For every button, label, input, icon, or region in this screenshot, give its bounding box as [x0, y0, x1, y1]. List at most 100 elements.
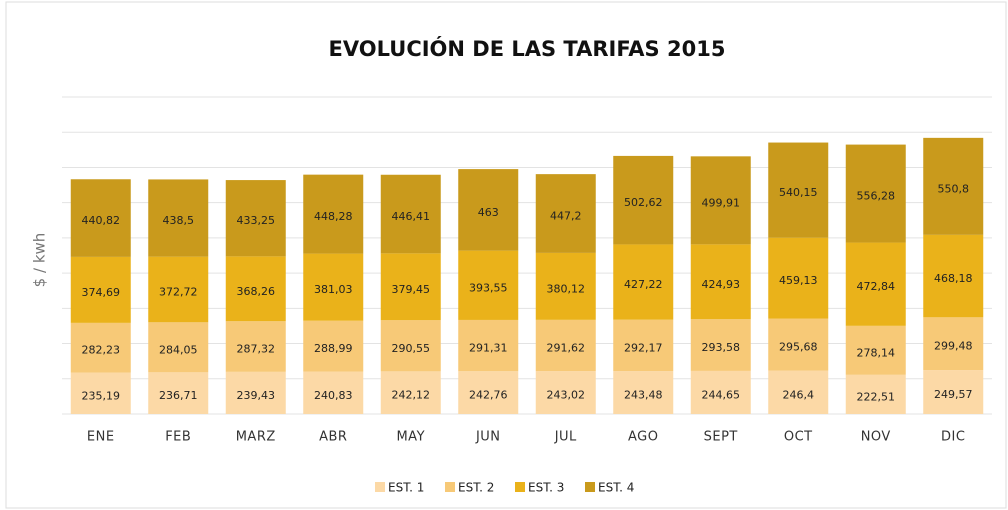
- data-label: 236,71: [159, 389, 198, 402]
- bar-segment: [70, 372, 131, 414]
- data-label: 291,62: [547, 342, 586, 355]
- data-label: 235,19: [82, 389, 121, 402]
- bar-segment: [768, 318, 829, 371]
- legend-swatch: [515, 482, 525, 492]
- data-label: 446,41: [392, 210, 431, 223]
- x-tick-label: JUL: [554, 430, 577, 445]
- bar-segment: [613, 319, 674, 372]
- bar-segment: [535, 371, 596, 414]
- bar-segment: [535, 174, 596, 253]
- bar-segment: [923, 137, 984, 235]
- data-label: 440,82: [82, 214, 121, 227]
- bar-segment: [70, 256, 131, 323]
- bar-segment: [613, 155, 674, 245]
- chart-title: EVOLUCIÓN DE LAS TARIFAS 2015: [329, 36, 726, 61]
- data-label: 540,15: [779, 186, 818, 199]
- data-label: 502,62: [624, 196, 663, 209]
- data-label: 393,55: [469, 281, 508, 294]
- legend-label: EST. 2: [458, 481, 494, 495]
- data-label: 372,72: [159, 285, 198, 298]
- data-label: 293,58: [702, 341, 741, 354]
- bar-segment: [768, 142, 829, 238]
- bar-segment: [225, 321, 286, 372]
- bar-segment: [225, 256, 286, 322]
- bar-segment: [923, 317, 984, 371]
- y-axis-label: $ / kwh: [31, 233, 49, 288]
- data-label: 424,93: [702, 278, 741, 291]
- bar-segment: [768, 370, 829, 414]
- data-label: 278,14: [857, 346, 896, 359]
- x-tick-label: JUN: [475, 430, 501, 445]
- bar-segment: [458, 250, 519, 320]
- bar-segment: [690, 370, 751, 414]
- data-label: 291,31: [469, 342, 508, 355]
- bar-segment: [923, 370, 984, 414]
- legend-label: EST. 1: [388, 481, 424, 495]
- data-label: 550,8: [938, 182, 970, 195]
- legend-swatch: [585, 482, 595, 492]
- x-tick-label: AGO: [628, 430, 658, 445]
- bar-segment: [845, 144, 906, 243]
- data-label: 249,57: [934, 388, 973, 401]
- bar-segment: [535, 319, 596, 372]
- bar-segment: [380, 371, 441, 414]
- data-label: 292,17: [624, 341, 663, 354]
- legend-swatch: [375, 482, 385, 492]
- bar-segment: [613, 371, 674, 414]
- bar-segment: [458, 371, 519, 414]
- data-label: 556,28: [857, 190, 896, 203]
- data-label: 246,4: [783, 388, 815, 401]
- bar-segment: [845, 325, 906, 375]
- x-tick-label: MARZ: [236, 430, 276, 445]
- data-label: 295,68: [779, 341, 818, 354]
- legend-label: EST. 3: [528, 481, 564, 495]
- data-label: 447,2: [550, 210, 582, 223]
- x-tick-label: OCT: [784, 430, 813, 445]
- bar-segment: [225, 371, 286, 414]
- data-label: 499,91: [702, 196, 741, 209]
- bar-segment: [458, 169, 519, 251]
- bar-segment: [690, 156, 751, 245]
- data-label: 379,45: [392, 283, 431, 296]
- bar-segment: [380, 174, 441, 254]
- bar-segment: [225, 180, 286, 257]
- bar-segment: [845, 374, 906, 414]
- data-label: 287,32: [237, 343, 276, 356]
- bar-segment: [690, 244, 751, 320]
- data-label: 288,99: [314, 342, 353, 355]
- data-label: 240,83: [314, 389, 353, 402]
- data-label: 374,69: [82, 286, 121, 299]
- x-tick-label: ENE: [87, 430, 115, 445]
- bar-segment: [70, 322, 131, 373]
- bar-segment: [535, 252, 596, 320]
- bar-segment: [845, 242, 906, 326]
- x-tick-label: DIC: [941, 430, 965, 445]
- data-label: 243,02: [547, 389, 586, 402]
- bar-segment: [148, 179, 209, 257]
- data-label: 472,84: [857, 280, 896, 293]
- bar-segment: [303, 371, 364, 414]
- x-tick-label: MAY: [396, 430, 425, 445]
- bar-segment: [70, 179, 131, 257]
- x-tick-label: FEB: [165, 430, 191, 445]
- data-label: 243,48: [624, 389, 663, 402]
- data-label: 427,22: [624, 278, 663, 291]
- x-tick-label: NOV: [861, 430, 891, 445]
- bar-segment: [923, 234, 984, 318]
- data-label: 448,28: [314, 210, 353, 223]
- bar-segment: [303, 253, 364, 321]
- bar-segment: [380, 253, 441, 321]
- data-label: 299,48: [934, 340, 973, 353]
- data-label: 244,65: [702, 388, 741, 401]
- bar-segment: [148, 322, 209, 373]
- legend-swatch: [445, 482, 455, 492]
- data-label: 242,76: [469, 389, 508, 402]
- data-label: 468,18: [934, 272, 973, 285]
- bar-segment: [613, 244, 674, 320]
- data-label: 433,25: [237, 214, 276, 227]
- bar-segment: [148, 372, 209, 414]
- x-tick-label: ABR: [319, 430, 347, 445]
- data-label: 438,5: [163, 214, 195, 227]
- data-label: 290,55: [392, 342, 431, 355]
- bar-segment: [768, 237, 829, 319]
